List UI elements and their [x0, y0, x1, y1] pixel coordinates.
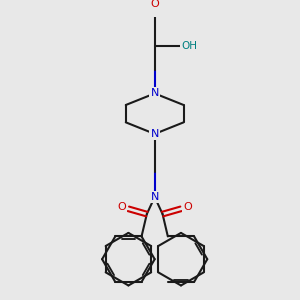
Text: O: O — [118, 202, 126, 212]
Text: N: N — [151, 192, 159, 202]
Text: N: N — [151, 88, 159, 98]
Text: N: N — [151, 129, 159, 139]
Text: O: O — [150, 0, 159, 9]
Text: OH: OH — [182, 41, 197, 51]
Text: O: O — [183, 202, 192, 212]
